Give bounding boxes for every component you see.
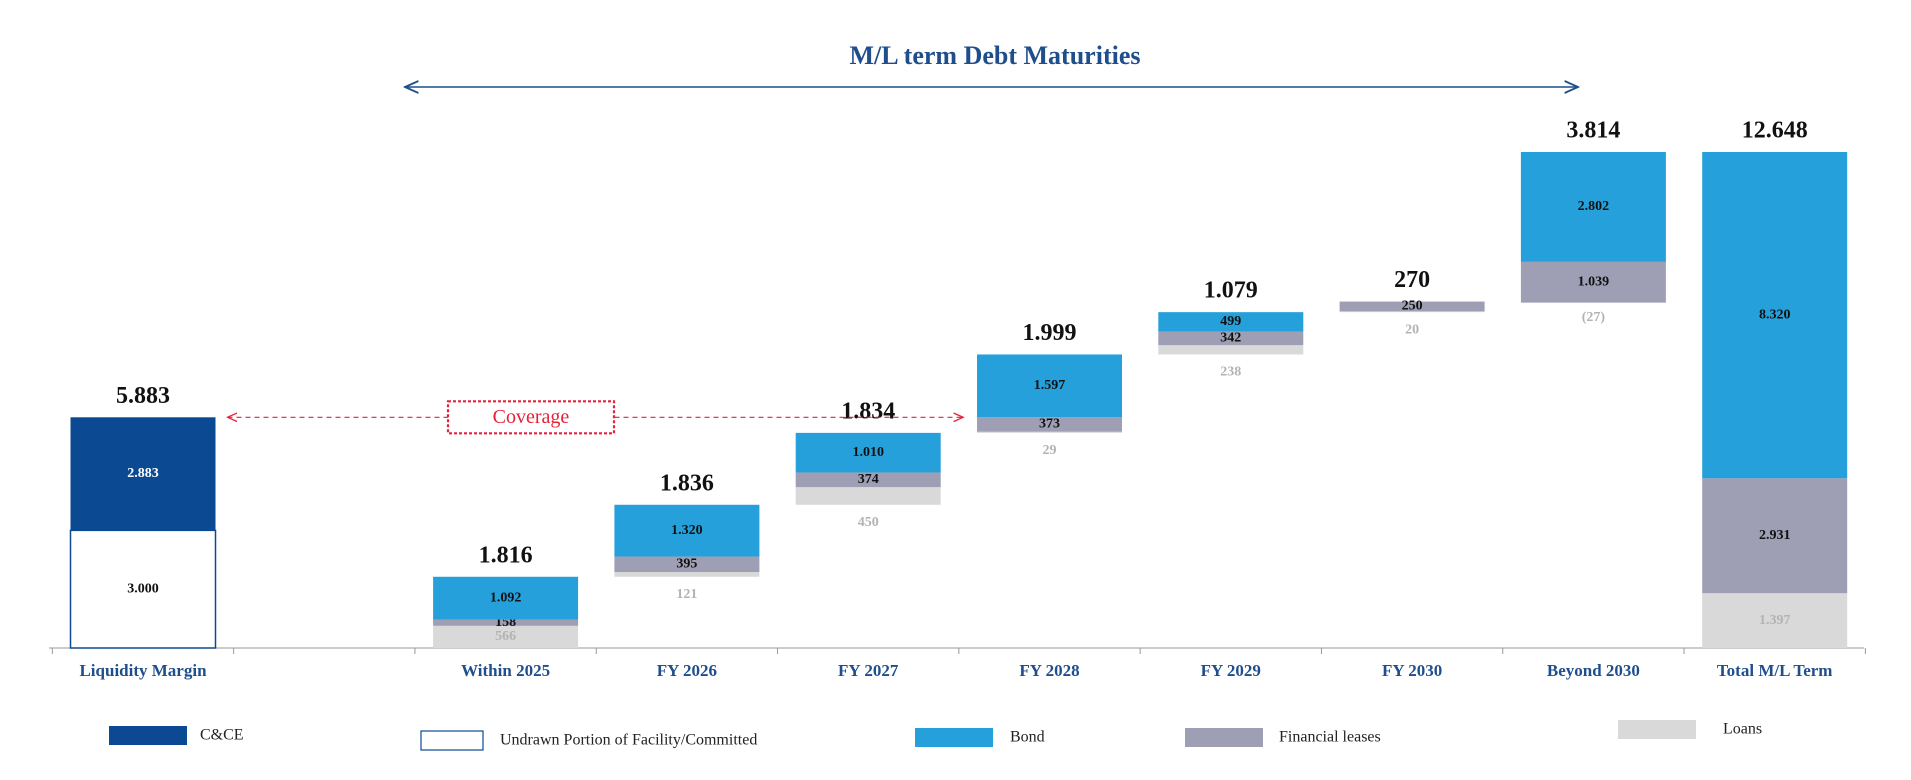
value-label: 2.802: [1578, 199, 1610, 214]
legend-label: Loans: [1723, 721, 1762, 738]
value-label: 20: [1405, 322, 1419, 337]
value-label: 450: [858, 515, 879, 530]
value-label: 566: [495, 629, 516, 644]
bar-segment: [977, 431, 1122, 433]
value-label: 1.320: [671, 523, 703, 538]
legend-label: Undrawn Portion of Facility/Committed: [500, 732, 757, 749]
bar-segment: [795, 432, 941, 473]
total-label: 1.999: [1023, 320, 1077, 346]
total-label: 1.834: [841, 398, 895, 424]
total-label: 1.836: [660, 470, 714, 496]
value-label: 250: [1402, 299, 1423, 314]
legend-label: Bond: [1010, 729, 1045, 746]
legend-swatch: [1185, 728, 1263, 747]
x-tick-label: Total M/L Term: [1717, 661, 1833, 680]
legend-swatch: [915, 728, 993, 747]
total-label: 12.648: [1742, 118, 1808, 144]
x-tick-label: Beyond 2030: [1547, 661, 1640, 680]
value-label: 1.010: [852, 445, 884, 460]
bar-segment: [1520, 261, 1666, 303]
coverage-label: Coverage: [493, 406, 570, 428]
total-label: 3.814: [1566, 118, 1620, 144]
value-label: 3.000: [127, 581, 159, 596]
bar-segment: [1520, 152, 1666, 262]
bar-segment: [614, 504, 760, 557]
x-tick-label: Within 2025: [461, 661, 550, 680]
value-label: 121: [676, 587, 697, 602]
legend-swatch: [1618, 720, 1696, 739]
x-tick-label: FY 2028: [1019, 661, 1079, 680]
bar-segment: [1702, 152, 1848, 479]
value-label: 1.597: [1034, 378, 1066, 393]
value-label: 342: [1220, 331, 1241, 346]
bar-segment: [614, 572, 760, 577]
bar-segment: [1158, 312, 1304, 332]
x-tick-label: Liquidity Margin: [79, 661, 207, 680]
bar-segment: [1339, 311, 1485, 313]
total-label: 5.883: [116, 383, 170, 409]
value-label: 2.883: [127, 466, 159, 481]
x-tick-label: FY 2030: [1382, 661, 1442, 680]
bar-segment: [795, 487, 941, 505]
value-label: 395: [676, 557, 697, 572]
bar-segment: [433, 625, 579, 648]
bar-segment: [614, 556, 760, 573]
value-label: 1.397: [1759, 613, 1791, 628]
value-label: 8.320: [1759, 307, 1791, 322]
bar-segment: [1702, 593, 1848, 648]
bar-segment: [1339, 301, 1485, 312]
bar-segment: [1702, 478, 1848, 594]
x-tick-label: FY 2029: [1201, 661, 1261, 680]
bar-segment: [977, 354, 1122, 418]
value-label: 2.931: [1759, 528, 1791, 543]
value-label: 374: [858, 472, 879, 487]
chart-title: M/L term Debt Maturities: [850, 41, 1141, 70]
bar-segment: [977, 417, 1122, 432]
total-label: 1.816: [479, 542, 533, 568]
bar-segment: [1158, 345, 1304, 355]
value-label: 238: [1220, 365, 1241, 380]
value-label: (27): [1582, 310, 1606, 325]
legend-swatch: [420, 730, 484, 751]
legend-swatch: [109, 726, 187, 745]
value-label: 499: [1220, 314, 1241, 329]
total-label: 1.079: [1204, 278, 1258, 304]
x-tick-label: FY 2027: [838, 661, 899, 680]
bar-segment: [433, 576, 579, 620]
bar-segment: [70, 417, 216, 531]
legend-label: C&CE: [200, 727, 244, 744]
value-label: 373: [1039, 417, 1060, 432]
bar-segment: [1158, 331, 1304, 346]
x-tick-label: FY 2026: [657, 661, 717, 680]
legend-label: Financial leases: [1279, 729, 1381, 746]
bar-segment: [433, 619, 579, 626]
value-label: 1.092: [490, 590, 522, 605]
bar-segment: [69, 529, 217, 649]
total-label: 270: [1394, 267, 1430, 293]
value-label: 1.039: [1578, 274, 1610, 289]
value-label: 29: [1043, 443, 1057, 458]
coverage-box: [446, 400, 616, 435]
bar-segment: [795, 472, 941, 488]
